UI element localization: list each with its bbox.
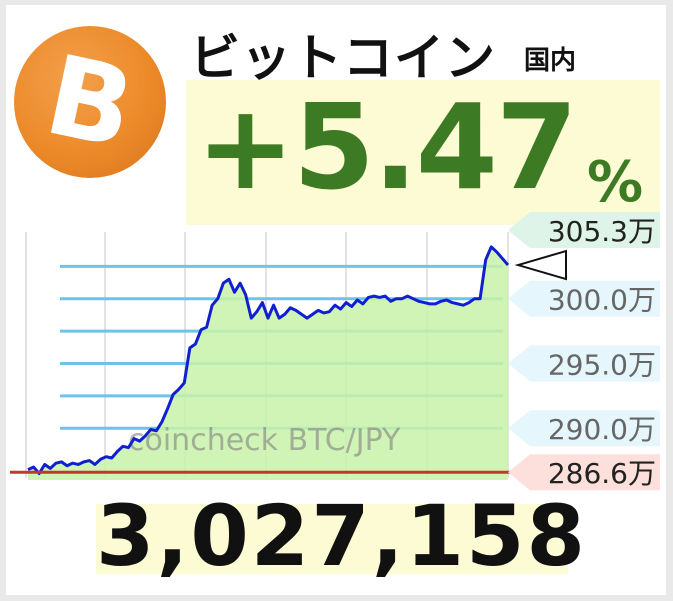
y-tick-label: 290.0万 xyxy=(548,413,656,446)
min-price-label: 286.6万 xyxy=(548,457,656,490)
coin-name: ビットコイン xyxy=(190,29,496,87)
max-price-label: 305.3万 xyxy=(548,215,656,248)
y-tick-label-tag xyxy=(508,280,660,317)
current-price-pointer-icon xyxy=(514,249,567,281)
current-price: 3,027,158 xyxy=(96,487,587,585)
max-price-label-tag xyxy=(508,212,660,249)
change-unit: % xyxy=(587,150,644,215)
bitcoin-logo-icon: B xyxy=(14,26,166,178)
change-percent: +5.47 xyxy=(196,78,578,216)
price-area xyxy=(28,246,508,480)
change-highlight xyxy=(186,80,660,225)
min-price-label-tag xyxy=(508,454,660,491)
y-tick-label-tag xyxy=(508,345,660,382)
y-tick-label: 300.0万 xyxy=(548,284,656,317)
y-tick-label: 295.0万 xyxy=(548,348,656,381)
watermark-label: coincheck BTC/JPY xyxy=(128,423,401,458)
market-label: 国内 xyxy=(524,46,577,76)
price-line xyxy=(27,245,510,476)
price-highlight xyxy=(96,504,568,574)
y-tick-label-tag xyxy=(508,410,660,447)
